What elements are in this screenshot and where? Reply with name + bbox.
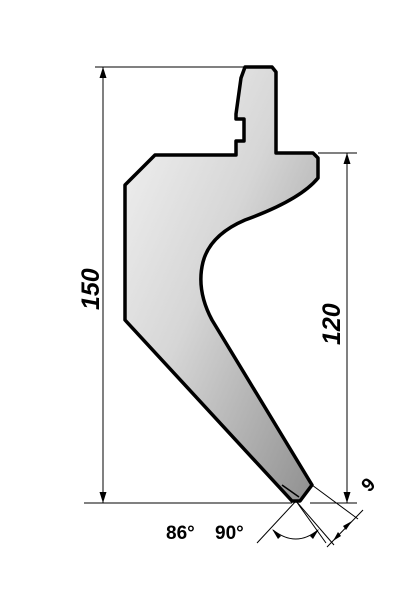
dim-9-arrow-b [333, 532, 341, 541]
dim-9-ext-right [311, 484, 359, 520]
dim-150-label: 150 [77, 268, 105, 310]
punch-profile [123, 65, 320, 503]
angle-ref-line-right [295, 500, 327, 544]
angle-arc-arrow-left [272, 529, 281, 539]
tip-bevel-line [281, 484, 300, 498]
dim-9-label: 9 [358, 474, 380, 496]
angle-86-label: 86° [166, 523, 195, 544]
dim-9-arrow-a [343, 521, 352, 530]
dim-120-arrow-bottom [343, 492, 351, 503]
angle-ref-line-left [256, 500, 297, 544]
dim-150-arrow-top [99, 67, 107, 78]
dim-9-ext-left [295, 500, 335, 546]
angle-arc [272, 529, 319, 540]
dim-120-label: 120 [318, 303, 346, 345]
dim-120-arrow-top [343, 153, 351, 164]
angle-arc-arrow-right [310, 529, 319, 539]
dim-150-arrow-bottom [99, 492, 107, 503]
angle-90-label: 90° [215, 523, 244, 544]
